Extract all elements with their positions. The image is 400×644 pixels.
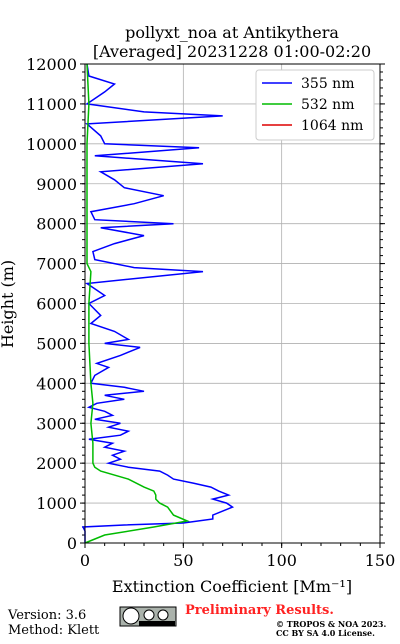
- profile-line: [81, 63, 235, 543]
- y-tick-label: 3000: [36, 414, 77, 433]
- y-tick-label: 5000: [36, 334, 77, 353]
- x-tick-label: 100: [266, 551, 297, 570]
- preliminary: Preliminary Results.: [185, 603, 334, 618]
- y-tick-label: 6000: [36, 295, 77, 314]
- y-axis-label: Height (m): [0, 260, 17, 348]
- legend-label: 1064 nm: [301, 118, 363, 134]
- chart-title: [Averaged] 20231228 01:00-02:20: [93, 42, 371, 61]
- chart-title: pollyxt_noa at Antikythera: [125, 23, 339, 42]
- copyright: © TROPOS & NOA 2023.: [276, 619, 386, 629]
- copyright: CC BY SA 4.0 License.: [276, 628, 375, 638]
- plot-frame: [84, 63, 381, 544]
- y-tick-label: 10000: [26, 135, 77, 154]
- y-tick-label: 4000: [36, 374, 77, 393]
- legend-label: 355 nm: [301, 76, 354, 92]
- legend-label: 532 nm: [301, 97, 354, 113]
- cc-logo: [119, 606, 177, 627]
- y-tick-label: 2000: [36, 454, 77, 473]
- y-tick-label: 7000: [36, 255, 77, 274]
- method: Method: Klett: [8, 623, 100, 638]
- x-tick-label: 150: [365, 551, 396, 570]
- y-tick-label: 1000: [36, 494, 77, 513]
- y-tick-label: 11000: [26, 95, 77, 114]
- version: Version: 3.6: [7, 608, 86, 623]
- x-tick-label: 0: [80, 551, 90, 570]
- profile-line: [84, 63, 190, 544]
- x-tick-label: 50: [173, 551, 193, 570]
- y-tick-label: 12000: [26, 55, 77, 74]
- y-tick-label: 8000: [36, 215, 77, 234]
- y-tick-label: 0: [67, 534, 77, 553]
- x-axis-label: Extinction Coefficient [Mm⁻¹]: [112, 577, 352, 596]
- y-tick-label: 9000: [36, 175, 77, 194]
- legend-box: [255, 69, 375, 141]
